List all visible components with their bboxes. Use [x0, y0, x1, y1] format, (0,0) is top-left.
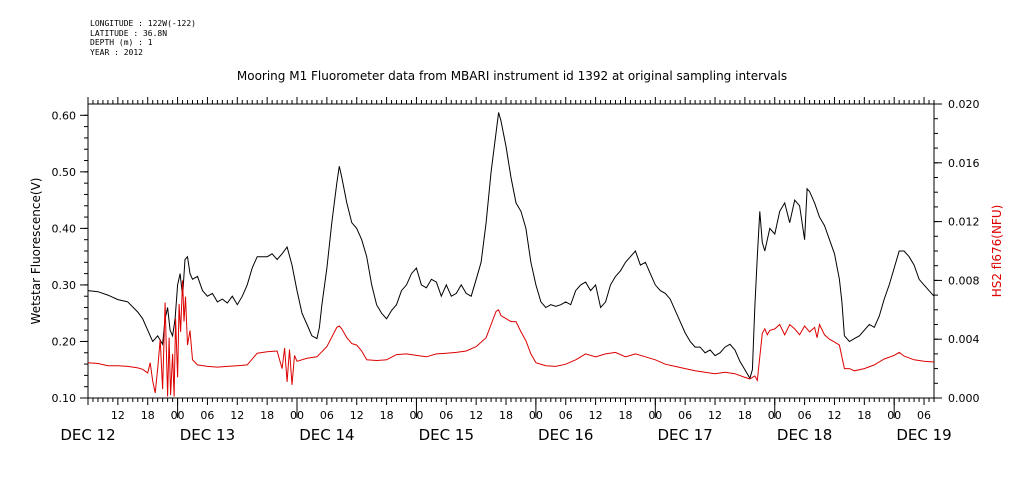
hour-tick-label: 12	[469, 409, 483, 422]
hour-tick-label: 12	[827, 409, 841, 422]
right-tick-label: 0.016	[948, 157, 980, 170]
series-layer	[87, 112, 935, 397]
depth-text: DEPTH (m) : 1	[90, 38, 153, 47]
right-axis: 0.000 0.004 0.008 0.012 0.016 0.020	[934, 98, 980, 405]
hour-tick-label: 06	[559, 409, 573, 422]
hour-tick-label: 00	[409, 409, 423, 422]
hour-tick-label: 12	[708, 409, 722, 422]
hour-tick-label: 06	[439, 409, 453, 422]
left-axis: 0.10 0.20 0.30 0.40 0.50 0.60	[52, 109, 88, 405]
day-label: DEC 17	[657, 426, 712, 444]
hour-tick-label: 18	[260, 409, 274, 422]
right-tick-label: 0.020	[948, 98, 980, 111]
hour-tick-label: 00	[768, 409, 782, 422]
right-tick-label: 0.012	[948, 216, 980, 229]
day-label: DEC 12	[60, 426, 115, 444]
hour-tick-label: 00	[887, 409, 901, 422]
metadata-block: LONGITUDE : 122W(-122) LATITUDE : 36.8N …	[90, 19, 196, 57]
hour-tick-label: 18	[141, 409, 155, 422]
hour-tick-label: 18	[738, 409, 752, 422]
hour-tick-label: 06	[917, 409, 931, 422]
left-tick-label: 0.50	[52, 166, 77, 179]
day-label: DEC 16	[538, 426, 593, 444]
day-label: DEC 14	[299, 426, 354, 444]
day-label: DEC 19	[896, 426, 951, 444]
left-tick-label: 0.40	[52, 222, 77, 235]
right-tick-label: 0.004	[948, 333, 980, 346]
hour-tick-label: 00	[290, 409, 304, 422]
left-tick-label: 0.30	[52, 279, 77, 292]
hour-tick-label: 12	[589, 409, 603, 422]
chart-title: Mooring M1 Fluorometer data from MBARI i…	[237, 69, 787, 83]
series-line-wetstar	[87, 112, 935, 380]
left-tick-label: 0.20	[52, 335, 77, 348]
hour-tick-label: 18	[499, 409, 513, 422]
hour-tick-label: 06	[798, 409, 812, 422]
right-axis-label: HS2 fl676(NFU)	[990, 205, 1004, 298]
left-axis-label: Wetstar Fluorescence(V)	[29, 178, 43, 325]
hour-tick-label: 06	[320, 409, 334, 422]
longitude-text: LONGITUDE : 122W(-122)	[90, 19, 196, 28]
plot-frame	[87, 103, 935, 399]
series-line-hs2	[87, 280, 935, 397]
day-label: DEC 15	[419, 426, 474, 444]
latitude-text: LATITUDE : 36.8N	[90, 28, 168, 38]
right-tick-label: 0.008	[948, 274, 980, 287]
hour-tick-label: 00	[529, 409, 543, 422]
hour-tick-label: 18	[618, 409, 632, 422]
hour-tick-label: 06	[678, 409, 692, 422]
hour-tick-label: 00	[171, 409, 185, 422]
day-label: DEC 13	[180, 426, 235, 444]
right-tick-label: 0.000	[948, 392, 980, 405]
tick-marks	[87, 97, 935, 418]
hour-tick-label: 18	[380, 409, 394, 422]
hour-tick-label: 06	[200, 409, 214, 422]
year-text: YEAR : 2012	[90, 47, 143, 57]
hour-tick-label: 12	[111, 409, 125, 422]
hour-tick-label: 12	[230, 409, 244, 422]
left-tick-label: 0.60	[52, 109, 77, 122]
day-label: DEC 18	[777, 426, 832, 444]
hour-tick-label: 12	[350, 409, 364, 422]
hour-tick-label: 00	[648, 409, 662, 422]
x-axis: 12 18 00 06 12 18 00 06 12 18 00 06 12 18 00 06 12 18 00 06…	[60, 409, 951, 444]
left-tick-label: 0.10	[52, 392, 77, 405]
hour-tick-label: 18	[857, 409, 871, 422]
